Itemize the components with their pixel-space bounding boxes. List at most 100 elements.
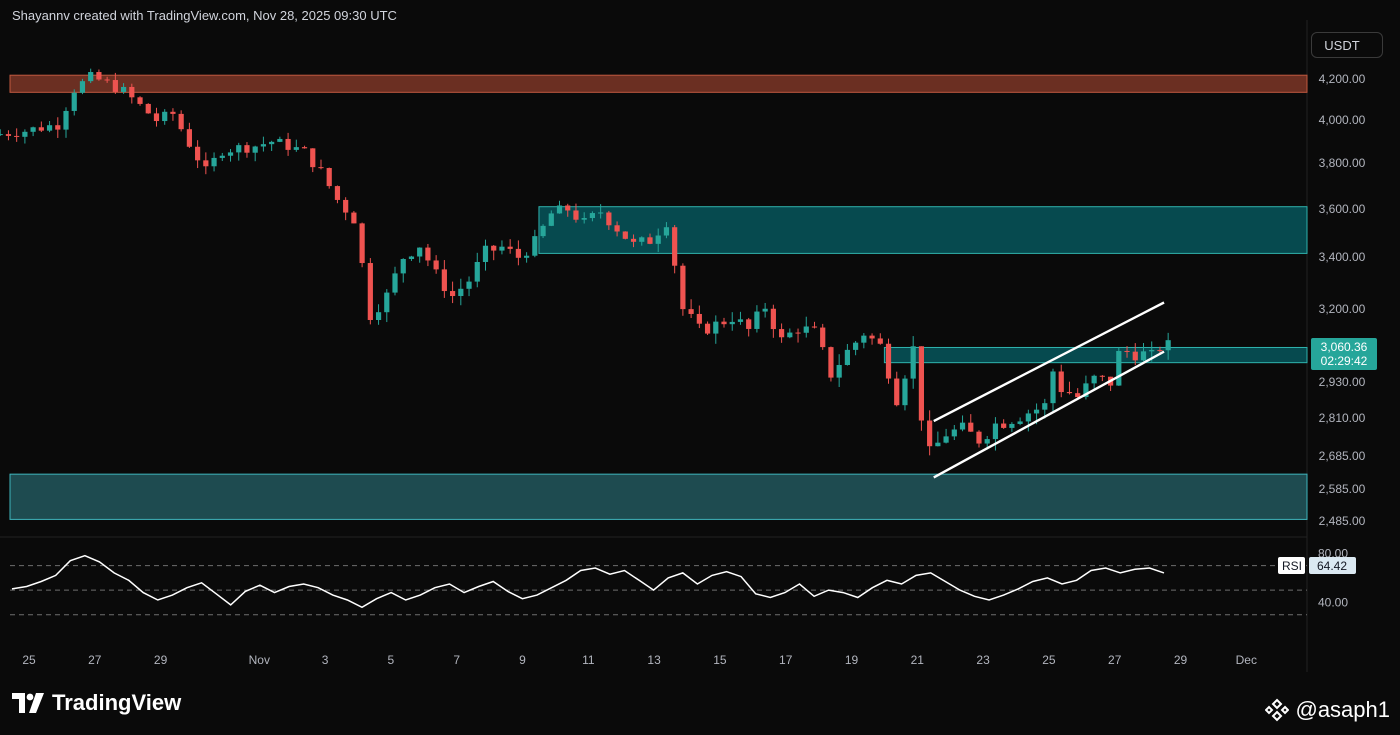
candle-body — [844, 349, 850, 365]
candle-body — [351, 212, 357, 224]
candle-body — [729, 321, 735, 325]
candle-body — [277, 138, 283, 142]
candle-body — [63, 110, 69, 130]
last-price-tag-bg — [1311, 338, 1377, 370]
candle-body — [400, 259, 406, 274]
candle-body — [301, 147, 308, 149]
candle-body — [811, 326, 818, 328]
candle-body — [326, 168, 332, 187]
price-tick-label: 2,810.00 — [1319, 411, 1366, 425]
candle-body — [1042, 403, 1048, 410]
candle-body — [1083, 383, 1089, 398]
price-tick-label: 2,685.00 — [1319, 449, 1366, 463]
candle-body — [14, 135, 20, 137]
candle-body — [680, 265, 686, 310]
candle-body — [630, 238, 637, 242]
time-tick-label: 5 — [388, 653, 395, 667]
candle-body — [1091, 375, 1097, 384]
candle-body — [384, 292, 390, 313]
candle-body — [145, 103, 151, 114]
candle-body — [71, 92, 77, 111]
candle-body — [935, 442, 941, 447]
candle-body — [88, 72, 94, 82]
price-tick-label: 3,800.00 — [1319, 156, 1366, 170]
rsi-tag: RSI 64.42 — [1278, 557, 1356, 574]
currency-label: USDT — [1324, 38, 1360, 53]
rsi-label-bg — [1278, 557, 1305, 574]
candle-body — [252, 146, 258, 153]
candle-body — [820, 327, 826, 348]
author-handle: @asaph1 — [1295, 697, 1390, 722]
candle-body — [104, 79, 110, 81]
channel-lower-line — [933, 350, 1165, 479]
tradingview-brand-text: TradingView — [52, 690, 182, 715]
tradingview-logo[interactable]: TradingView — [12, 690, 181, 716]
rsi-tick-label: 40.00 — [1318, 595, 1348, 609]
candle-body — [778, 329, 785, 338]
candle-body — [606, 212, 612, 226]
candle-body — [1058, 371, 1064, 393]
candle-body — [959, 422, 966, 430]
candle-body — [79, 81, 86, 93]
rsi-value: 64.42 — [1317, 559, 1347, 573]
candle-body — [647, 237, 653, 244]
candles-layer — [0, 68, 1171, 456]
time-tick-label: Nov — [249, 653, 270, 667]
candle-body — [260, 144, 267, 147]
currency-selector[interactable]: USDT — [1311, 32, 1383, 58]
candle-body — [1050, 371, 1056, 404]
time-tick-label: 25 — [1042, 653, 1056, 667]
price-tick-label: 3,400.00 — [1319, 250, 1366, 264]
candle-body — [433, 260, 439, 270]
candle-body — [293, 147, 299, 150]
candle-body — [943, 436, 949, 443]
candle-body — [573, 210, 579, 220]
binance-logo-icon — [1265, 698, 1290, 722]
chart-credit: Shayannv created with TradingView.com, N… — [12, 8, 397, 23]
candle-body — [449, 291, 456, 297]
channel-layer — [933, 301, 1165, 479]
candle-body — [359, 223, 365, 264]
candle-body — [663, 227, 670, 236]
candle-body — [392, 273, 398, 293]
time-tick-label: 29 — [154, 653, 168, 667]
candle-body — [968, 422, 974, 432]
price-chart[interactable]: 80.00 40.00 4,200.00 4,000.00 3,800.00 3,600… — [0, 0, 1400, 672]
candle-body — [38, 127, 44, 131]
rsi-value-bg — [1309, 557, 1356, 574]
candle-body — [236, 145, 242, 153]
candle-body — [762, 308, 768, 312]
time-tick-label: 25 — [22, 653, 36, 667]
candle-body — [269, 141, 275, 145]
candle-body — [746, 319, 752, 329]
candle-body — [458, 288, 464, 297]
candle-body — [195, 146, 201, 161]
candle-body — [828, 347, 834, 378]
candle-body — [795, 332, 801, 334]
candle-body — [343, 199, 349, 213]
candle-body — [227, 152, 234, 156]
candle-body — [425, 247, 431, 261]
candle-body — [877, 338, 883, 344]
candle-body — [310, 148, 316, 168]
candle-body — [918, 346, 925, 421]
candle-body — [112, 80, 118, 92]
candle-body — [598, 212, 604, 214]
candle-body — [737, 319, 744, 322]
price-tick-label: 2,485.00 — [1319, 514, 1366, 528]
candle-body — [120, 86, 127, 92]
candle-body — [622, 231, 628, 239]
candle-body — [162, 111, 168, 122]
candle-body — [902, 378, 908, 406]
candle-body — [466, 281, 472, 289]
candle-body — [417, 247, 423, 257]
zone-0 — [9, 74, 1308, 93]
price-tick-label: 4,200.00 — [1319, 72, 1366, 86]
candle-body — [0, 134, 3, 136]
tradingview-logo-icon — [12, 693, 44, 713]
time-tick-label: 19 — [845, 653, 859, 667]
candle-body — [22, 131, 28, 137]
candle-body — [1165, 340, 1171, 351]
price-tick-label: 4,000.00 — [1319, 113, 1366, 127]
candle-body — [30, 127, 36, 132]
